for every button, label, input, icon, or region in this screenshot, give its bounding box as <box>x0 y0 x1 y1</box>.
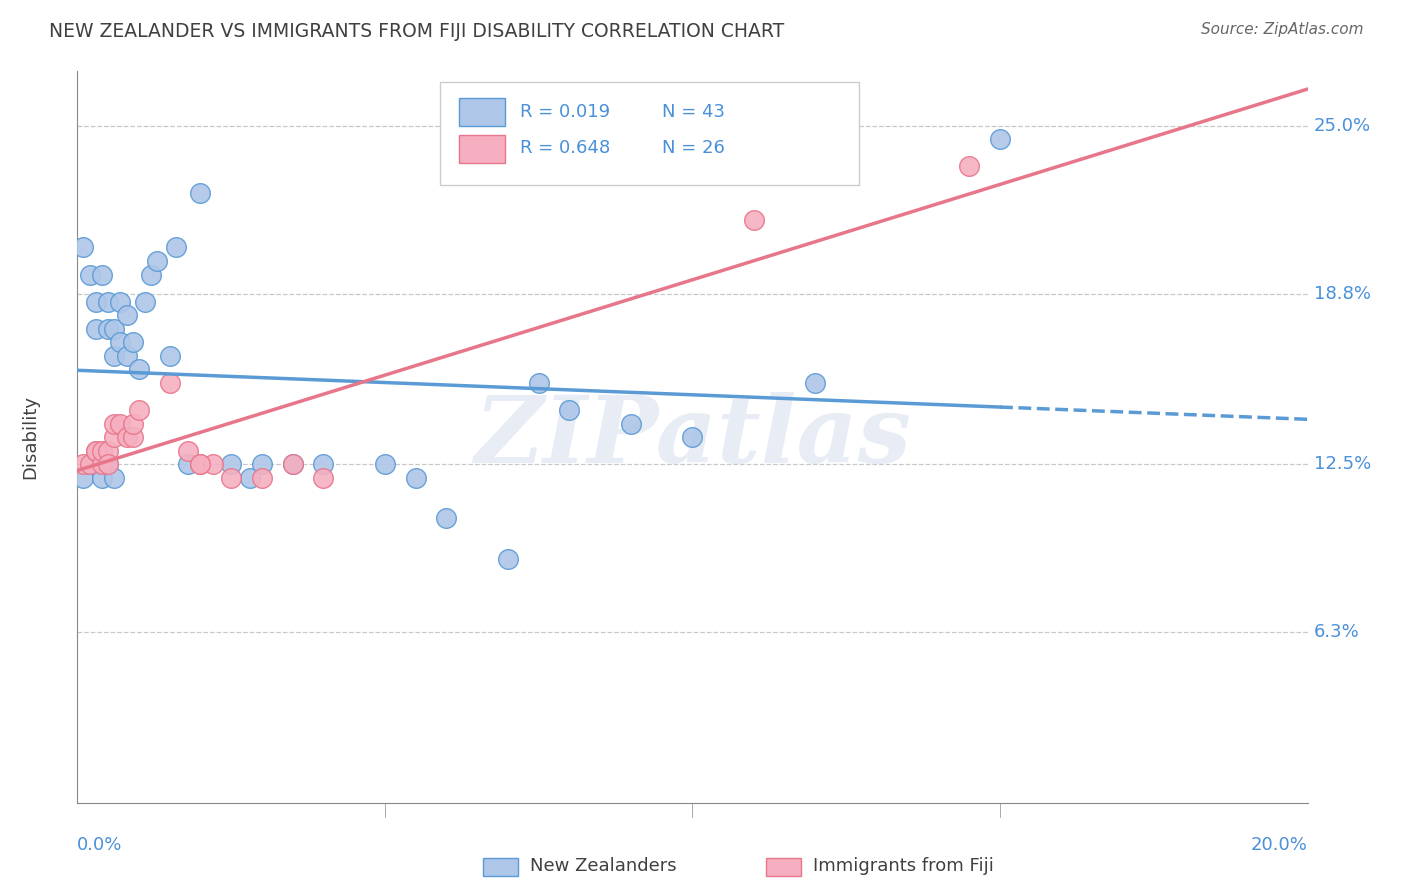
Text: Immigrants from Fiji: Immigrants from Fiji <box>813 857 994 875</box>
Point <box>128 362 150 376</box>
Text: 12.5%: 12.5% <box>1313 455 1371 473</box>
Point <box>110 335 132 350</box>
Text: NEW ZEALANDER VS IMMIGRANTS FROM FIJI DISABILITY CORRELATION CHART: NEW ZEALANDER VS IMMIGRANTS FROM FIJI DI… <box>49 22 785 41</box>
Point <box>682 430 704 444</box>
Point <box>957 159 980 173</box>
Text: 0.0%: 0.0% <box>77 836 122 854</box>
Point <box>527 376 550 390</box>
Text: N = 26: N = 26 <box>662 139 724 157</box>
Point <box>177 457 200 471</box>
Point <box>188 186 212 201</box>
Point <box>97 322 120 336</box>
FancyBboxPatch shape <box>484 858 517 876</box>
Point <box>177 443 200 458</box>
Point <box>79 457 101 471</box>
Point <box>128 403 150 417</box>
Point <box>134 294 156 309</box>
Point <box>496 552 519 566</box>
Point <box>201 457 224 471</box>
Point <box>146 254 169 268</box>
Point <box>110 417 132 431</box>
Point <box>72 471 94 485</box>
Text: 25.0%: 25.0% <box>1313 117 1371 135</box>
Point <box>84 443 107 458</box>
Point <box>97 457 120 471</box>
Point <box>90 268 114 282</box>
Point <box>188 457 212 471</box>
Point <box>804 376 827 390</box>
Point <box>79 268 101 282</box>
Point <box>97 457 120 471</box>
Point <box>312 457 335 471</box>
Point <box>103 322 125 336</box>
FancyBboxPatch shape <box>458 98 506 127</box>
Text: N = 43: N = 43 <box>662 103 724 120</box>
Point <box>103 430 125 444</box>
Text: 18.8%: 18.8% <box>1313 285 1371 302</box>
Point <box>115 308 138 322</box>
FancyBboxPatch shape <box>458 135 506 162</box>
Point <box>312 471 335 485</box>
FancyBboxPatch shape <box>440 82 859 185</box>
Text: R = 0.648: R = 0.648 <box>520 139 610 157</box>
Point <box>72 457 94 471</box>
Point <box>84 457 107 471</box>
Text: New Zealanders: New Zealanders <box>530 857 676 875</box>
Point <box>103 417 125 431</box>
Point <box>103 349 125 363</box>
Point <box>159 349 181 363</box>
Point <box>159 376 181 390</box>
Point <box>121 430 143 444</box>
Point <box>239 471 262 485</box>
Point <box>79 457 101 471</box>
Point <box>436 511 458 525</box>
Point <box>121 417 143 431</box>
Point <box>281 457 304 471</box>
Point <box>742 213 765 227</box>
Point <box>121 335 143 350</box>
Text: Source: ZipAtlas.com: Source: ZipAtlas.com <box>1201 22 1364 37</box>
Point <box>84 322 107 336</box>
Point <box>374 457 396 471</box>
Point <box>250 457 273 471</box>
FancyBboxPatch shape <box>766 858 801 876</box>
Point <box>250 471 273 485</box>
Point <box>141 268 163 282</box>
Text: 6.3%: 6.3% <box>1313 624 1360 641</box>
Point <box>90 471 114 485</box>
Point <box>84 294 107 309</box>
Point <box>620 417 643 431</box>
Point <box>188 457 212 471</box>
Point <box>165 240 187 254</box>
Point <box>97 443 120 458</box>
Point <box>72 240 94 254</box>
Text: ZIPatlas: ZIPatlas <box>474 392 911 482</box>
Point <box>988 132 1011 146</box>
Point <box>110 294 132 309</box>
Text: 20.0%: 20.0% <box>1251 836 1308 854</box>
Point <box>219 457 242 471</box>
Text: Disability: Disability <box>21 395 39 479</box>
Point <box>103 471 125 485</box>
Point <box>90 457 114 471</box>
Point <box>281 457 304 471</box>
Point <box>405 471 427 485</box>
Point <box>219 471 242 485</box>
Point <box>90 443 114 458</box>
Point <box>115 349 138 363</box>
Point <box>97 294 120 309</box>
Point <box>115 430 138 444</box>
Text: R = 0.019: R = 0.019 <box>520 103 610 120</box>
Point <box>558 403 581 417</box>
Point <box>84 443 107 458</box>
